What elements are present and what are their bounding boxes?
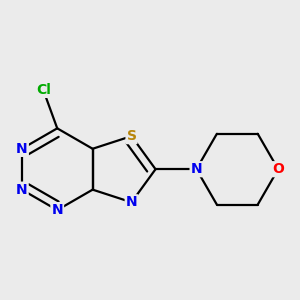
Text: N: N [16, 183, 28, 196]
Text: N: N [51, 203, 63, 217]
Text: O: O [272, 162, 284, 176]
Text: N: N [190, 162, 202, 176]
Text: N: N [16, 142, 28, 156]
Text: N: N [16, 142, 28, 156]
Text: S: S [127, 129, 136, 143]
Text: Cl: Cl [36, 83, 51, 97]
Text: N: N [126, 195, 137, 209]
